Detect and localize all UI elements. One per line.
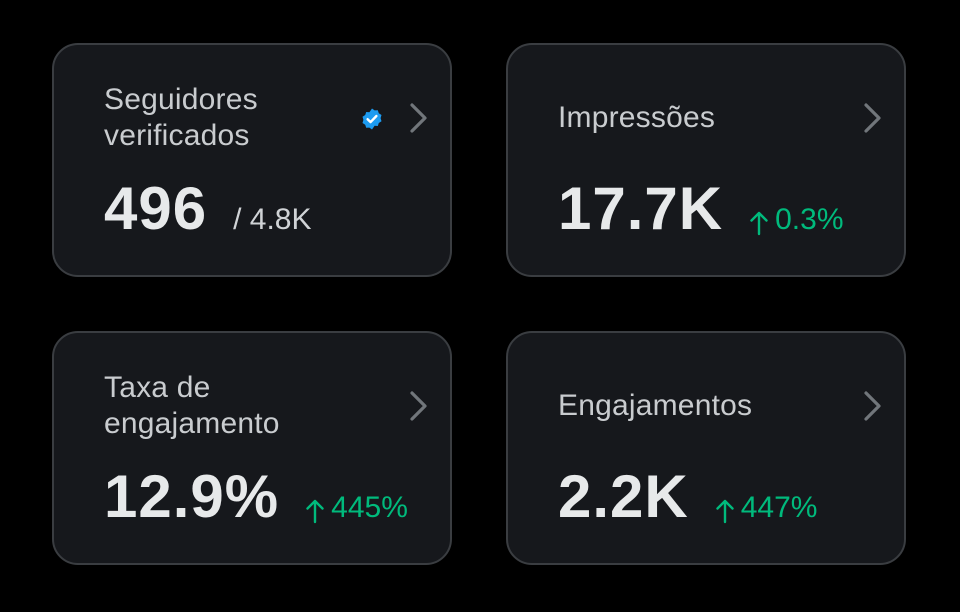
card-label-line1: Taxa de [104,371,211,404]
verified-badge-icon [362,108,382,130]
chevron-right-icon [410,391,427,421]
card-verified-followers[interactable]: Seguidores verificados 496 / 4.8K [52,43,452,277]
metric-delta: 445% [305,491,408,525]
metric-value: 17.7K [558,175,724,242]
card-label-line1: Seguidores [104,83,258,116]
metric-value: 12.9% [104,463,280,530]
metric-row: 17.7K 0.3% [558,177,844,241]
metric-delta-value: 445% [331,491,408,524]
chevron-right-icon [864,391,881,421]
card-label: Seguidores verificados [104,82,364,154]
card-engagements[interactable]: Engajamentos 2.2K 447% [506,331,906,565]
card-engagement-rate[interactable]: Taxa de engajamento 12.9% 445% [52,331,452,565]
card-impressions[interactable]: Impressões 17.7K 0.3% [506,43,906,277]
metric-row: 496 / 4.8K [104,177,312,241]
metric-delta-value: 0.3% [775,203,844,236]
chevron-right-icon [864,103,881,133]
metric-total: / 4.8K [233,203,312,236]
arrow-up-icon [750,211,768,236]
arrow-up-icon [716,499,734,524]
card-label: Engajamentos [558,389,753,422]
metric-row: 2.2K 447% [558,465,817,529]
metric-delta: 447% [715,491,818,525]
metric-value: 496 [104,175,208,242]
chevron-right-icon [410,103,427,133]
card-label-line2: verificados [104,119,250,152]
card-label-line2: engajamento [104,407,280,440]
metric-row: 12.9% 445% [104,465,408,529]
card-label: Taxa de engajamento [104,370,364,442]
metric-delta-value: 447% [740,491,818,524]
metric-value: 2.2K [558,463,689,530]
card-label: Impressões [558,101,716,134]
metric-delta: 0.3% [749,203,844,237]
arrow-up-icon [306,499,324,524]
